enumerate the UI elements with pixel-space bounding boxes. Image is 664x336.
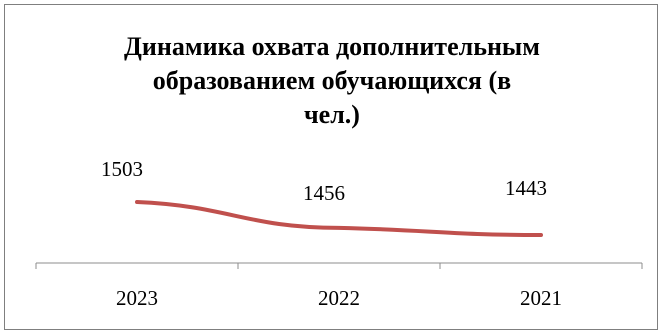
data-label: 1443 [505,176,547,200]
data-label: 1456 [303,181,345,205]
x-tick-label: 2023 [116,286,158,310]
series-line [135,200,543,237]
x-tick-label: 2021 [520,286,562,310]
x-tick-label: 2022 [318,286,360,310]
chart-area [4,4,658,330]
chart-title-line-1: Динамика охвата дополнительным [124,32,540,61]
chart-title-line-2: образованием обучающихся (в [152,66,512,95]
data-label: 1503 [101,157,143,181]
chart-title-line-3: чел.) [304,100,360,129]
chart-title: Динамика охвата дополнительным образован… [0,30,664,132]
